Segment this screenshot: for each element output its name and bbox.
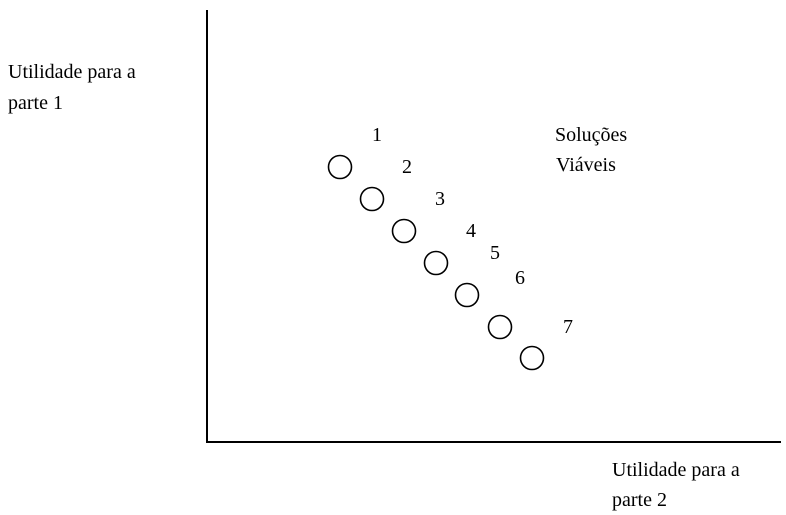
- region-label: Viáveis: [556, 154, 616, 176]
- x-axis-label: parte 2: [612, 489, 667, 511]
- point-label: 4: [466, 220, 476, 242]
- point: [487, 314, 513, 340]
- point-label: 3: [435, 188, 445, 210]
- point: [391, 218, 417, 244]
- region-label: Soluções: [555, 124, 627, 146]
- point: [423, 250, 449, 276]
- point: [327, 154, 353, 180]
- x-axis-label: Utilidade para a: [612, 459, 740, 481]
- y-axis-label: parte 1: [8, 92, 63, 114]
- y-axis-label: Utilidade para a: [8, 61, 136, 83]
- point-label: 7: [563, 316, 573, 338]
- point: [519, 345, 545, 371]
- point: [359, 186, 385, 212]
- point-label: 6: [515, 267, 525, 289]
- point: [454, 282, 480, 308]
- point-label: 1: [372, 124, 382, 146]
- point-label: 5: [490, 242, 500, 264]
- point-label: 2: [402, 156, 412, 178]
